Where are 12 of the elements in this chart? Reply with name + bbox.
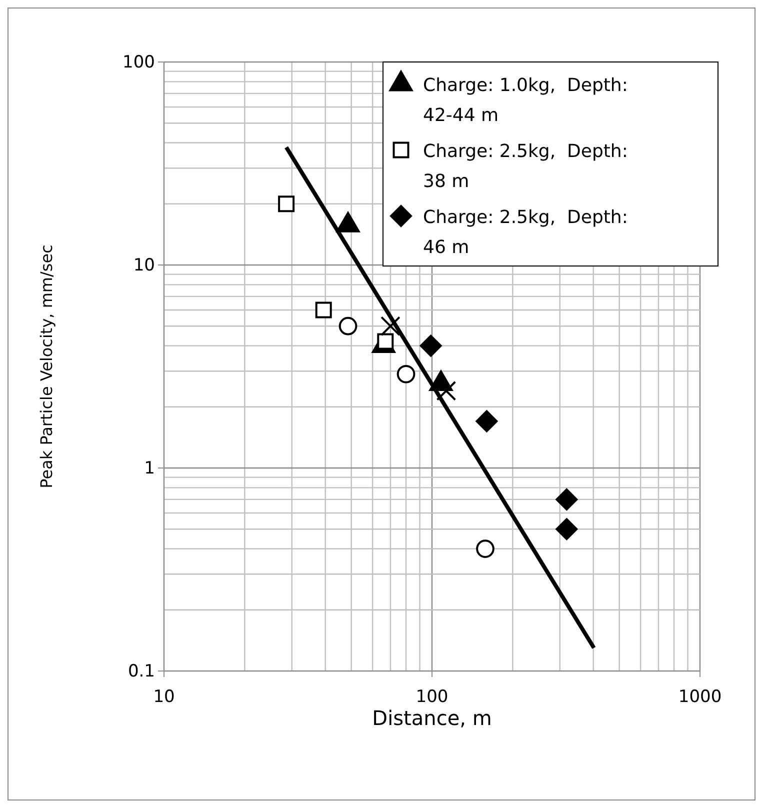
y-tick-label: 10 [133, 255, 155, 276]
x-tick-label: 1000 [678, 687, 722, 708]
x-tick-label: 10 [153, 687, 175, 708]
y-axis-title: Peak Particle Velocity, mm/sec [37, 244, 56, 488]
legend-label: Charge: 2.5kg, Depth: 46 m [423, 207, 628, 258]
legend-label: Charge: 2.5kg, Depth: 38 m [423, 141, 628, 192]
legend-label: Charge: 1.0kg, Depth: 42-44 m [423, 75, 628, 126]
x-tick-label: 100 [416, 687, 448, 708]
y-tick-label: 100 [122, 52, 155, 72]
y-tick-label: 0.1 [128, 661, 155, 682]
y-tick-label: 1 [144, 458, 155, 478]
x-axis-title: Distance, m [372, 706, 492, 730]
